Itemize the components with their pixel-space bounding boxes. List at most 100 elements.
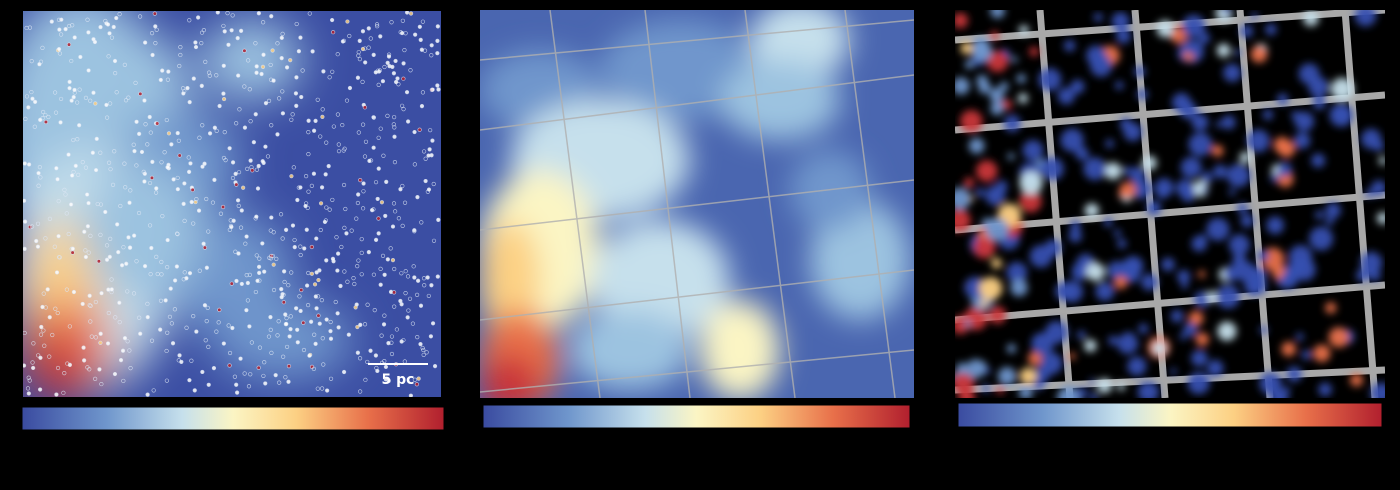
star [405,274,411,279]
emission-blob [1038,67,1062,91]
emission-blob [1236,202,1248,214]
emission-blob [964,320,972,327]
star [93,376,98,381]
star [331,30,336,35]
star [57,255,62,260]
star [373,353,378,358]
emission-blob [1161,257,1175,272]
emission-blob [1010,278,1028,297]
emission-blob [1116,382,1126,391]
star [225,11,230,16]
star [299,287,304,293]
star [268,62,273,68]
star [416,376,421,381]
star [306,151,311,157]
star [294,306,299,311]
star [295,327,300,332]
star [202,303,208,308]
star [360,29,366,34]
star [164,348,169,354]
star [260,241,265,246]
star [187,169,192,175]
star [358,178,363,183]
emission-blob [955,187,971,210]
star [54,270,60,275]
star [282,269,287,274]
emission-blob [1356,269,1369,282]
star [251,140,256,145]
emission-blob [1003,114,1021,132]
star [54,166,59,171]
star [57,27,62,32]
colorbar [482,404,911,429]
star [317,268,322,273]
star [336,149,342,154]
star [283,312,288,317]
star [412,162,417,167]
star [69,98,74,103]
star [177,153,182,158]
star [197,135,202,140]
star [302,246,307,251]
star [41,109,46,115]
star [262,360,267,365]
star [339,244,344,250]
grid-line [480,349,914,393]
star [292,245,297,250]
star [150,159,155,164]
star [304,227,309,232]
emission-blob [1182,14,1206,38]
density-blob [32,340,92,398]
emission-blob [1191,113,1209,131]
star [233,249,238,254]
star [343,206,348,212]
star [279,287,284,292]
emission-blob [1119,181,1136,199]
star [386,54,392,59]
star [391,71,397,76]
star [371,52,376,57]
star [212,177,217,183]
star [385,113,390,119]
star [181,201,186,206]
star [298,244,303,249]
emission-blob [1016,73,1026,84]
star [404,90,410,95]
star [435,83,440,88]
star [80,301,85,307]
star [194,197,199,202]
star [295,340,300,345]
emission-blob [1040,157,1064,181]
star [38,387,43,392]
star [330,69,335,74]
star [35,244,41,249]
star [273,373,278,378]
star [165,330,170,335]
emission-blob [1187,372,1210,395]
star [335,52,340,57]
star [360,122,366,127]
star [67,23,72,29]
star [214,73,219,78]
emission-blob [1330,77,1354,101]
star [192,388,197,393]
emission-blob [1040,352,1063,375]
star [295,197,300,203]
star [105,22,111,27]
emission-blob [1371,180,1385,196]
star [98,340,103,345]
scale-bar-label: 5 pc [382,372,415,388]
star [352,281,357,287]
emission-blob [1116,28,1131,44]
star [197,268,202,273]
star [179,359,184,365]
star [35,221,41,226]
star [82,358,87,363]
star [268,314,273,320]
star [105,341,111,346]
star [390,224,396,229]
emission-blob [955,77,970,95]
star [411,264,416,269]
star [250,168,255,173]
star [56,17,62,22]
